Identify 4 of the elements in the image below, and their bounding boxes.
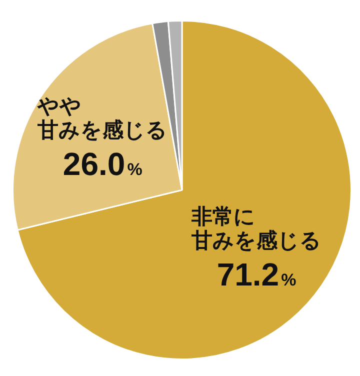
slice-label: 非常に甘みを感じる [190, 204, 322, 253]
slice-label: やや甘みを感じる [36, 94, 168, 142]
data-label: 71.2% [216, 256, 296, 293]
data-label: 26.0% [62, 146, 142, 182]
